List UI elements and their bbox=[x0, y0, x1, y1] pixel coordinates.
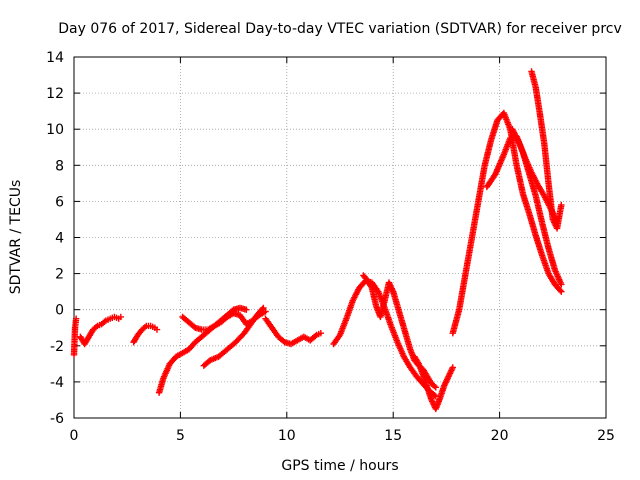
data-point-interp bbox=[92, 323, 100, 331]
series-arc-1 bbox=[70, 315, 80, 359]
chart-title: Day 076 of 2017, Sidereal Day-to-day VTE… bbox=[58, 21, 622, 37]
data-point bbox=[553, 218, 561, 225]
x-tick-label: 25 bbox=[597, 428, 615, 444]
x-tick-labels: 0 5 10 15 20 25 bbox=[70, 428, 615, 444]
y-tick-label: -4 bbox=[50, 375, 64, 391]
series-arc-5 bbox=[179, 308, 269, 333]
data-point-interp bbox=[557, 287, 564, 294]
series-arc-6 bbox=[200, 304, 267, 369]
y-tick-label: 2 bbox=[55, 267, 64, 283]
series-arc-14 bbox=[509, 126, 561, 225]
series-arc-3 bbox=[130, 322, 161, 346]
data-point bbox=[153, 326, 161, 333]
data-point bbox=[558, 281, 565, 288]
y-tick-label: -2 bbox=[50, 339, 64, 355]
x-tick-label: 15 bbox=[384, 428, 402, 444]
y-tick-label: 12 bbox=[46, 86, 64, 102]
y-tick-label: 4 bbox=[55, 231, 64, 247]
y-tick-labels: -6 -4 -2 0 2 4 6 8 10 12 14 bbox=[46, 50, 64, 427]
y-tick-label: 0 bbox=[55, 303, 64, 319]
x-tick-label: 10 bbox=[278, 428, 296, 444]
y-tick-label: 6 bbox=[55, 194, 64, 210]
tick-marks bbox=[73, 56, 607, 419]
data-point-interp bbox=[312, 332, 319, 340]
plot-area-border bbox=[73, 56, 607, 419]
y-tick-label: 14 bbox=[46, 50, 64, 66]
grid-lines bbox=[74, 57, 606, 418]
series-arc-7 bbox=[262, 315, 325, 348]
data-point-interp bbox=[141, 323, 149, 331]
series-arc-10 bbox=[411, 353, 456, 413]
series-arc-9 bbox=[360, 272, 439, 391]
data-point-interp bbox=[101, 318, 108, 325]
data-point bbox=[117, 313, 125, 321]
series-arc-11 bbox=[449, 109, 565, 337]
y-tick-label: 10 bbox=[46, 122, 64, 138]
data-point bbox=[72, 315, 80, 322]
x-tick-label: 5 bbox=[176, 428, 185, 444]
data-point bbox=[243, 306, 250, 313]
x-tick-label: 20 bbox=[491, 428, 509, 444]
data-point bbox=[558, 288, 565, 295]
data-point-interp bbox=[431, 382, 438, 390]
data-point bbox=[260, 304, 267, 312]
y-tick-label: 8 bbox=[55, 158, 64, 174]
data-point bbox=[317, 329, 325, 337]
x-axis-label: GPS time / hours bbox=[281, 458, 398, 474]
series-arc-2 bbox=[77, 313, 125, 348]
series-arc-13 bbox=[528, 68, 565, 232]
data-point bbox=[558, 201, 565, 209]
data-point bbox=[449, 364, 456, 371]
y-tick-label: -6 bbox=[50, 411, 64, 427]
data-point-interp bbox=[259, 305, 266, 313]
data-point bbox=[432, 384, 439, 391]
x-tick-label: 0 bbox=[70, 428, 79, 444]
y-axis-label: SDTVAR / TECUs bbox=[8, 180, 24, 295]
series-arc-4 bbox=[155, 304, 250, 396]
data-points bbox=[70, 68, 565, 413]
series-arc-8 bbox=[330, 277, 439, 400]
